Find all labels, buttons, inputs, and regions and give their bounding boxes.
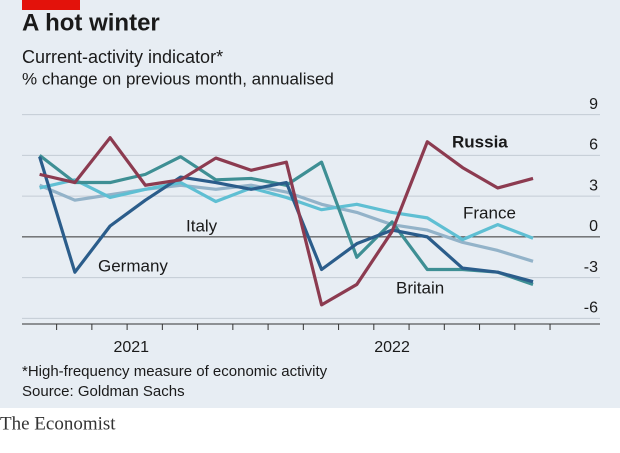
y-tick-label: 0 — [589, 218, 598, 235]
series-label: Germany — [98, 256, 168, 275]
line-series — [39, 178, 534, 242]
line-series — [38, 183, 534, 263]
series-label: Britain — [396, 278, 444, 297]
line-series — [38, 156, 534, 284]
y-tick-label: 6 — [589, 137, 598, 154]
x-tick-label: 2022 — [374, 339, 410, 356]
line-series — [39, 136, 534, 307]
brand: The Economist — [0, 413, 116, 434]
footnote: *High-frequency measure of economic acti… — [22, 363, 328, 380]
subtitle: Current-activity indicator* — [22, 47, 223, 67]
red-tag — [22, 0, 80, 10]
source: Source: Goldman Sachs — [22, 383, 185, 400]
y-tick-label: 9 — [589, 96, 598, 113]
x-tick-label: 2021 — [113, 339, 149, 356]
chart-title: A hot winter — [22, 9, 160, 36]
series-label: Russia — [452, 132, 508, 151]
y-tick-label: -3 — [584, 259, 598, 276]
series-label: France — [463, 203, 516, 222]
series-label: Italy — [186, 216, 218, 235]
y-tick-label: 3 — [589, 177, 598, 194]
y-tick-label: -6 — [584, 300, 598, 317]
axis-label: % change on previous month, annualised — [22, 69, 334, 88]
